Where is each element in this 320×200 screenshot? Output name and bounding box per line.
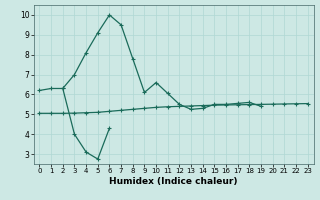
X-axis label: Humidex (Indice chaleur): Humidex (Indice chaleur) (109, 177, 238, 186)
